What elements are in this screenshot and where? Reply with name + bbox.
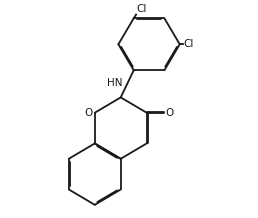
Text: O: O xyxy=(165,108,173,118)
Text: O: O xyxy=(85,108,93,118)
Text: Cl: Cl xyxy=(136,4,147,14)
Text: HN: HN xyxy=(107,78,123,88)
Text: Cl: Cl xyxy=(183,39,194,49)
